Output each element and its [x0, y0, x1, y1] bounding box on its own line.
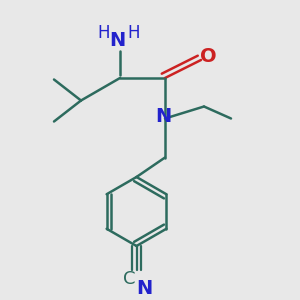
Text: O: O [200, 47, 217, 67]
Text: N: N [109, 31, 125, 50]
Text: N: N [155, 107, 172, 127]
Text: H: H [127, 24, 140, 42]
Text: C: C [123, 270, 135, 288]
Text: H: H [97, 24, 110, 42]
Text: N: N [136, 278, 152, 298]
